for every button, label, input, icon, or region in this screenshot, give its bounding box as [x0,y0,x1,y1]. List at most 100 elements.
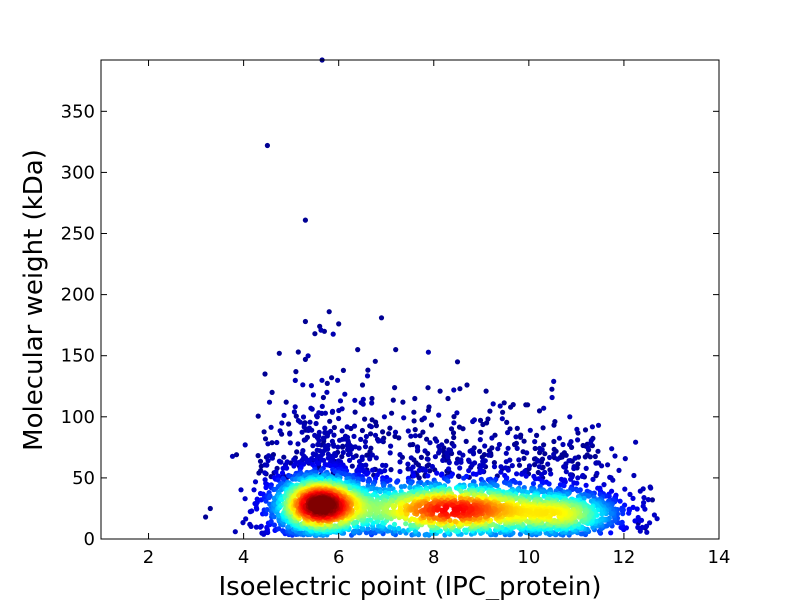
data-point [264,507,270,513]
data-point [397,507,404,513]
data-point [490,401,496,407]
data-point [295,349,301,355]
data-point [592,453,598,460]
data-point [559,452,565,458]
data-point [649,497,656,503]
data-point [446,466,452,472]
data-point [295,441,301,447]
data-point [292,377,298,383]
data-point [501,400,507,406]
data-point [359,382,366,388]
data-point [425,349,431,355]
data-point [364,373,371,379]
data-point [319,403,325,409]
data-point [477,437,483,443]
data-point [347,485,353,491]
data-point [381,414,387,420]
data-point [369,400,375,406]
data-point [583,465,589,471]
data-point [360,477,366,483]
data-point [203,514,209,520]
data-point [408,433,414,439]
data-point [264,142,270,149]
data-point [415,447,421,454]
data-point [352,397,358,403]
data-point [541,442,547,448]
data-point [567,441,573,448]
data-point [380,462,386,468]
data-point [519,471,525,477]
data-point [530,481,537,487]
y-tick-label: 0 [84,529,95,550]
data-point [496,441,502,448]
data-point [309,406,315,412]
data-point [631,472,637,479]
data-point [297,419,303,425]
data-point [367,456,373,462]
x-tick-label: 8 [428,547,439,568]
data-point [620,511,626,517]
x-axis-label: Isoelectric point (IPC_protein) [218,572,601,600]
data-point [375,438,381,444]
data-point [532,445,538,452]
y-tick-label: 50 [72,468,95,489]
data-point [436,450,442,456]
data-point [582,427,589,433]
data-point [350,475,356,481]
data-point [425,456,431,462]
data-point [514,445,520,451]
data-point [367,517,374,523]
data-point [416,467,422,473]
data-point [262,436,269,442]
data-point [480,421,486,428]
data-point [263,484,269,491]
data-point [532,439,538,445]
data-point [301,424,307,430]
data-point [436,412,442,418]
data-point [319,377,325,383]
data-point [508,404,514,410]
data-point [551,511,557,517]
data-point [339,428,345,434]
y-axis-label: Molecular weight (kDa) [19,149,49,451]
data-point [460,452,466,458]
data-point [405,428,411,434]
data-point [622,456,628,462]
data-point [505,467,511,473]
data-point [450,430,457,436]
data-point [278,487,284,493]
data-point [532,476,538,482]
data-point [387,425,393,431]
data-point [207,505,213,512]
data-point [279,420,285,426]
data-point [505,430,511,436]
data-point [412,433,418,439]
data-point [639,524,645,531]
data-point [512,442,518,448]
data-point [512,479,519,485]
data-point [229,453,236,459]
data-point [445,478,451,484]
data-point [609,446,615,452]
data-point [416,503,422,509]
data-point [551,422,557,428]
data-point [485,416,491,422]
data-point [276,350,282,356]
data-point [499,416,505,422]
data-point [252,479,259,485]
data-point [365,526,371,532]
data-point [575,488,581,494]
data-point [321,457,327,463]
data-point [593,460,599,466]
data-point [351,423,358,429]
data-point [281,412,287,418]
data-point [457,386,463,392]
y-tick-label: 100 [61,407,95,428]
data-point [464,382,470,388]
data-point [456,473,462,480]
data-point [324,389,330,395]
data-point [454,460,460,466]
data-point [337,437,343,443]
data-point [417,433,423,439]
data-point [575,475,581,481]
